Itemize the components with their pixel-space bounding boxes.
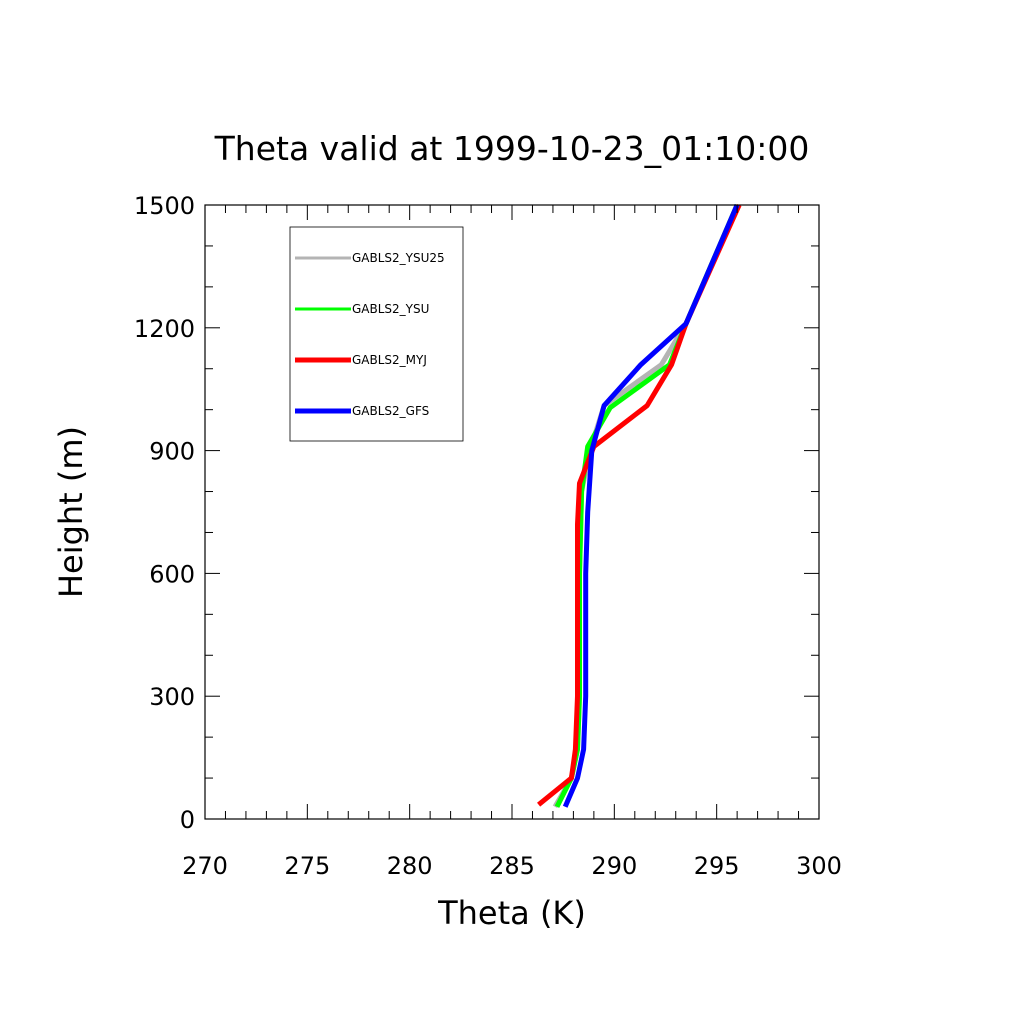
chart-title: Theta valid at 1999-10-23_01:10:00 xyxy=(214,129,810,168)
axis-ticks xyxy=(204,204,820,820)
legend-box xyxy=(289,226,464,442)
x-tick-label: 290 xyxy=(591,852,637,880)
legend-label: GABLS2_YSU xyxy=(352,302,429,316)
plot-lines xyxy=(537,203,742,808)
y-tick-label: 0 xyxy=(180,806,195,834)
series-line-gabls2-gfs xyxy=(562,204,740,808)
legend-label: GABLS2_MYJ xyxy=(352,353,427,367)
y-tick-label: 1200 xyxy=(134,315,195,343)
y-tick-label: 900 xyxy=(149,438,195,466)
x-tick-label: 275 xyxy=(284,852,330,880)
series-line-gabls2-myj xyxy=(537,203,742,807)
y-tick-label: 1500 xyxy=(134,192,195,220)
x-tick-label: 280 xyxy=(387,852,433,880)
x-tick-label: 295 xyxy=(694,852,740,880)
legend-entries: GABLS2_YSU25 GABLS2_YSU GABLS2_MYJ GABLS2_G… xyxy=(295,251,445,418)
y-tick-label: 600 xyxy=(149,560,195,588)
legend: GABLS2_YSU25 GABLS2_YSU GABLS2_MYJ GABLS2_G… xyxy=(289,226,464,442)
x-tick-label: 270 xyxy=(182,852,228,880)
legend-label: GABLS2_GFS xyxy=(352,404,429,418)
x-tick-label: 300 xyxy=(796,852,842,880)
y-tick-label: 300 xyxy=(149,683,195,711)
x-axis-title: Theta (K) xyxy=(437,894,586,932)
legend-label: GABLS2_YSU25 xyxy=(352,251,445,265)
axis-tick-labels: 270 275 280 285 290 295 300 0 300 600 900 1200 1500 xyxy=(134,192,842,880)
y-axis-title: Height (m) xyxy=(52,426,90,598)
x-tick-label: 285 xyxy=(489,852,535,880)
